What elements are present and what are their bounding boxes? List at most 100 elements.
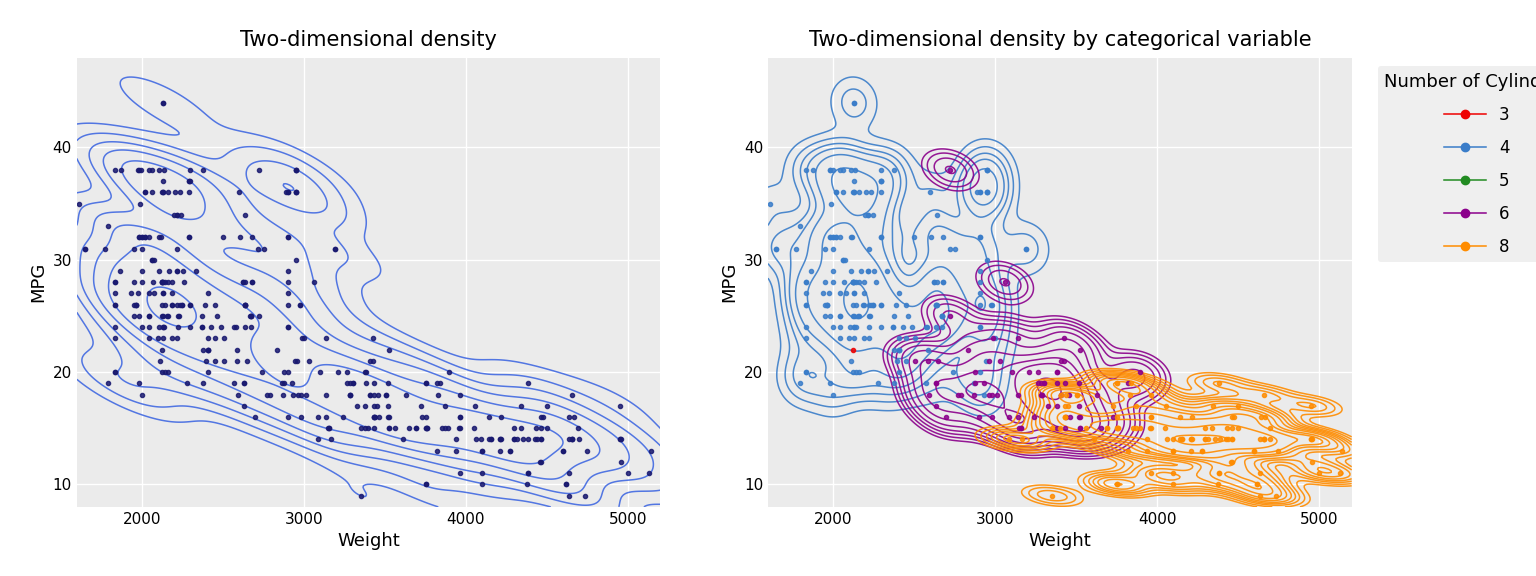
Point [842, 312, 866, 321]
Point [313, 390, 338, 399]
Point [561, 435, 585, 444]
Point [258, 390, 283, 399]
Point [175, 379, 200, 388]
Point [929, 312, 954, 321]
Point [212, 356, 237, 366]
Point [833, 278, 857, 287]
Point [857, 312, 882, 321]
Point [886, 345, 911, 354]
Point [968, 233, 992, 242]
Point [470, 469, 495, 478]
Point [376, 345, 401, 354]
Point [1207, 435, 1232, 444]
Point [823, 233, 848, 242]
Point [813, 244, 837, 253]
Point [1055, 401, 1080, 410]
Point [103, 278, 127, 287]
Point [819, 312, 843, 321]
Point [306, 412, 330, 422]
Point [151, 334, 175, 343]
Point [137, 289, 161, 298]
Point [817, 165, 842, 175]
Point [178, 323, 203, 332]
Point [243, 412, 267, 422]
Point [147, 165, 172, 175]
Point [1160, 435, 1184, 444]
Point [1049, 390, 1074, 399]
Point [968, 367, 992, 377]
Point [151, 323, 175, 332]
Point [823, 233, 848, 242]
Point [157, 267, 181, 276]
Point [828, 334, 852, 343]
Point [925, 300, 949, 309]
Point [476, 412, 501, 422]
Point [137, 334, 161, 343]
Point [203, 300, 227, 309]
Point [794, 278, 819, 287]
Point [436, 424, 461, 433]
Point [837, 334, 862, 343]
Point [975, 188, 1000, 197]
Point [1037, 401, 1061, 410]
Point [293, 390, 318, 399]
Point [1161, 446, 1186, 455]
Point [461, 424, 485, 433]
Point [851, 278, 876, 287]
Point [553, 480, 578, 489]
Point [923, 401, 948, 410]
Point [763, 244, 788, 253]
Point [1307, 469, 1332, 478]
Point [922, 278, 946, 287]
Point [823, 188, 848, 197]
Point [1052, 412, 1077, 422]
Point [157, 312, 181, 321]
Point [103, 300, 127, 309]
Point [335, 367, 359, 377]
Point [149, 278, 174, 287]
Point [200, 323, 224, 332]
Point [854, 188, 879, 197]
Point [820, 244, 845, 253]
Point [1049, 390, 1074, 399]
Point [151, 98, 175, 107]
Point [433, 401, 458, 410]
Point [309, 367, 333, 377]
Point [358, 390, 382, 399]
Point [479, 435, 504, 444]
Point [894, 334, 919, 343]
Point [975, 255, 1000, 264]
Point [788, 379, 813, 388]
Point [410, 412, 435, 422]
Point [980, 412, 1005, 422]
Point [843, 367, 868, 377]
Point [842, 289, 866, 298]
Point [284, 188, 309, 197]
Point [1054, 412, 1078, 422]
Point [178, 300, 203, 309]
Point [1135, 446, 1160, 455]
Point [232, 300, 257, 309]
Point [1178, 446, 1203, 455]
Point [934, 412, 958, 422]
Point [194, 356, 218, 366]
Point [886, 334, 911, 343]
Point [1052, 412, 1077, 422]
Point [1068, 345, 1092, 354]
Point [129, 390, 154, 399]
Point [1106, 424, 1130, 433]
Point [1170, 435, 1195, 444]
Point [857, 323, 882, 332]
Point [330, 412, 355, 422]
Point [1044, 379, 1069, 388]
Point [376, 379, 401, 388]
Point [390, 435, 415, 444]
Point [1054, 390, 1078, 399]
Point [923, 379, 948, 388]
Point [846, 188, 871, 197]
Point [535, 401, 559, 410]
Point [281, 390, 306, 399]
Point [1192, 435, 1217, 444]
Point [1220, 424, 1244, 433]
Point [413, 424, 438, 433]
